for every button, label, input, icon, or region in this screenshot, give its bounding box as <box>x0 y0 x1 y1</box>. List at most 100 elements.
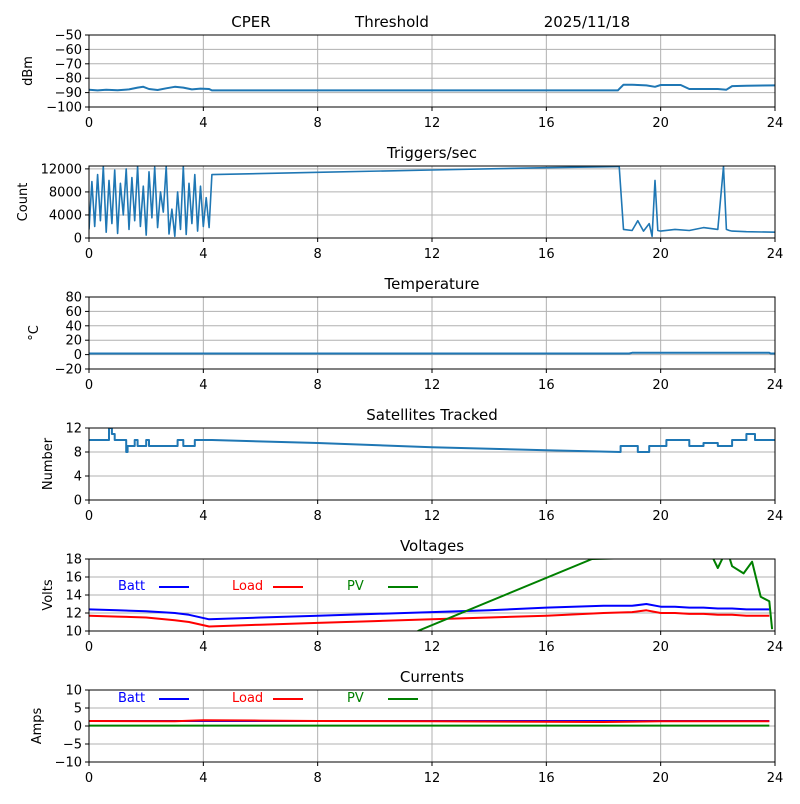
x-tick-label: 0 <box>85 116 93 131</box>
x-tick-label: 12 <box>424 771 441 786</box>
legend-label-pv: PV <box>347 579 364 594</box>
x-tick-label: 16 <box>538 509 555 524</box>
y-tick-label: 10 <box>65 684 82 699</box>
y-tick-label: 12 <box>65 422 82 437</box>
legend-label-pv: PV <box>347 691 364 706</box>
y-axis-label: Amps <box>30 707 45 744</box>
series-line-signal <box>89 83 775 92</box>
y-tick-label: 40 <box>65 319 82 334</box>
x-tick-label: 12 <box>424 640 441 655</box>
header-date: 2025/11/18 <box>544 13 630 31</box>
x-tick-label: 20 <box>652 116 669 131</box>
y-tick-label: −50 <box>55 29 82 44</box>
x-tick-label: 24 <box>767 116 784 131</box>
y-tick-label: 16 <box>65 571 82 586</box>
series-line-triggers <box>89 166 775 238</box>
x-tick-label: 20 <box>652 509 669 524</box>
x-tick-label: 20 <box>652 771 669 786</box>
y-tick-label: 0 <box>74 348 82 363</box>
legend-label-batt: Batt <box>118 691 145 706</box>
x-tick-label: 12 <box>424 116 441 131</box>
y-axis-label: Volts <box>41 579 56 611</box>
x-tick-label: 12 <box>424 247 441 262</box>
panel-title: Temperature <box>383 275 479 293</box>
voltages-panel: 0 4 8 12 16 20 24 18 16 14 12 10 Volts Voltages Batt Lo… <box>41 537 783 655</box>
x-tick-label: 4 <box>199 247 207 262</box>
y-tick-label: 10 <box>65 625 82 640</box>
legend-label-batt: Batt <box>118 579 145 594</box>
x-tick-label: 8 <box>314 640 322 655</box>
y-tick-label: −70 <box>55 57 82 72</box>
y-axis-label: Count <box>16 183 31 222</box>
x-tick-label: 20 <box>652 247 669 262</box>
x-tick-label: 0 <box>85 771 93 786</box>
x-tick-label: 16 <box>538 247 555 262</box>
y-tick-label: 0 <box>74 494 82 509</box>
x-tick-label: 24 <box>767 247 784 262</box>
y-tick-label: −100 <box>46 101 82 116</box>
legend-label-load: Load <box>232 691 263 706</box>
y-tick-label: −10 <box>55 756 82 771</box>
y-tick-label: 14 <box>65 589 82 604</box>
x-tick-label: 16 <box>538 771 555 786</box>
x-tick-label: 0 <box>85 247 93 262</box>
triggers-panel: 0 4 8 12 16 20 24 12000 8000 4000 0 Count Triggers/s… <box>16 144 783 262</box>
signal-strength-panel: 0 4 8 12 16 20 24 −50−60−70−80−90−100 dBm <box>21 29 783 132</box>
y-axis-label: dBm <box>21 56 36 86</box>
y-axis-label: Number <box>41 437 56 490</box>
y-tick-label: −20 <box>55 363 82 378</box>
y-tick-label: 8 <box>74 446 82 461</box>
y-tick-label: 0 <box>74 720 82 735</box>
x-tick-label: 8 <box>314 509 322 524</box>
series-line-pv <box>417 559 774 631</box>
y-tick-label: 60 <box>65 305 82 320</box>
x-tick-label: 8 <box>314 116 322 131</box>
x-tick-label: 20 <box>652 640 669 655</box>
y-tick-label: 20 <box>65 334 82 349</box>
panel-title: Triggers/sec <box>386 144 477 162</box>
y-tick-label: −60 <box>55 43 82 58</box>
series-line-temperature <box>89 351 775 355</box>
panel-title: Voltages <box>400 537 464 555</box>
x-tick-label: 20 <box>652 378 669 393</box>
y-tick-label: 80 <box>65 291 82 306</box>
x-tick-label: 12 <box>424 378 441 393</box>
y-tick-label: 12000 <box>41 162 82 177</box>
series-line-load <box>89 719 770 723</box>
currents-panel: 0 4 8 12 16 20 24 10 5 0 −5 −10 Amps Currents Batt Load… <box>30 668 783 786</box>
x-tick-label: 12 <box>424 509 441 524</box>
y-tick-label: 12 <box>65 607 82 622</box>
x-tick-label: 24 <box>767 771 784 786</box>
x-tick-label: 8 <box>314 771 322 786</box>
x-tick-label: 16 <box>538 640 555 655</box>
panel-title: Satellites Tracked <box>366 406 497 424</box>
y-tick-label: 0 <box>74 232 82 247</box>
x-tick-label: 24 <box>767 509 784 524</box>
x-tick-label: 8 <box>314 378 322 393</box>
y-tick-label: −80 <box>55 72 82 87</box>
series-line-satellites <box>89 428 775 453</box>
y-tick-label: 4 <box>74 470 82 485</box>
x-tick-label: 4 <box>199 640 207 655</box>
x-tick-label: 24 <box>767 378 784 393</box>
series-line-load <box>89 609 770 628</box>
panel-title: Currents <box>400 668 464 686</box>
y-tick-label: 5 <box>74 702 82 717</box>
x-tick-label: 0 <box>85 640 93 655</box>
y-tick-label: 4000 <box>49 208 82 223</box>
x-tick-label: 0 <box>85 378 93 393</box>
header-mode: Threshold <box>354 13 429 31</box>
x-tick-label: 16 <box>538 378 555 393</box>
legend-label-load: Load <box>232 579 263 594</box>
x-tick-label: 24 <box>767 640 784 655</box>
satellites-panel: 0 4 8 12 16 20 24 12 8 4 0 Number Satellites Tracked <box>41 406 783 524</box>
x-tick-label: 4 <box>199 116 207 131</box>
x-tick-label: 4 <box>199 378 207 393</box>
x-tick-label: 0 <box>85 509 93 524</box>
y-tick-label: −5 <box>63 738 82 753</box>
x-tick-label: 4 <box>199 771 207 786</box>
y-axis-label: °C <box>27 325 42 341</box>
x-tick-label: 8 <box>314 247 322 262</box>
